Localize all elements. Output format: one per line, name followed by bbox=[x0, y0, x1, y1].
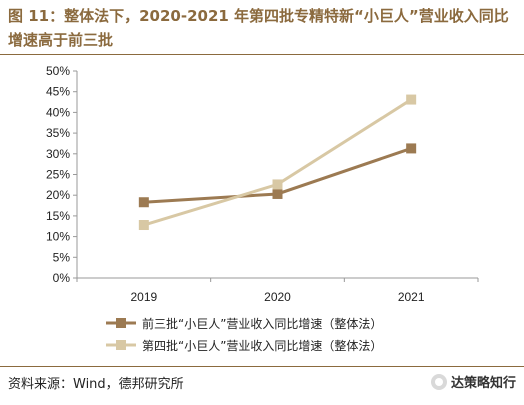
x-tick-label: 2019 bbox=[130, 290, 157, 304]
legend-marker-1 bbox=[116, 318, 126, 328]
series-2-point bbox=[406, 94, 417, 105]
y-tick-label: 5% bbox=[53, 250, 71, 264]
title-divider bbox=[0, 54, 524, 55]
legend-marker-2 bbox=[116, 340, 126, 350]
line-chart: 0% 5% 10% 15% 20% 25% 30% 35% 40% 45% 50% 2019 2020 2… bbox=[46, 64, 479, 353]
y-tick-label: 30% bbox=[46, 147, 70, 161]
legend-label-2: 第四批“小巨人”营业收入同比增速（整体法） bbox=[142, 338, 382, 353]
chart-title: 图 11：整体法下，2020-2021 年第四批专精特新“小巨人”营业收入同比增… bbox=[8, 7, 509, 49]
y-tick-label: 15% bbox=[46, 209, 70, 223]
legend-label-1: 前三批“小巨人”营业收入同比增速（整体法） bbox=[142, 316, 382, 331]
y-tick-label: 50% bbox=[46, 64, 70, 78]
y-tick-label: 45% bbox=[46, 85, 70, 99]
series-1-point bbox=[272, 188, 283, 199]
series-1-point bbox=[138, 197, 149, 208]
y-tick-label: 40% bbox=[46, 105, 70, 119]
series-2-point bbox=[272, 179, 283, 190]
series-1-point bbox=[406, 143, 417, 154]
source-divider bbox=[0, 366, 524, 367]
wechat-icon bbox=[430, 373, 447, 390]
y-tick-label: 25% bbox=[46, 168, 70, 182]
watermark-text: 达策略知行 bbox=[450, 376, 516, 391]
watermark: 达策略知行 bbox=[430, 372, 516, 391]
y-tick-label: 35% bbox=[46, 126, 70, 140]
source-note: 资料来源：Wind，德邦研究所 bbox=[8, 377, 184, 392]
y-tick-label: 0% bbox=[53, 271, 71, 285]
y-tick-label: 10% bbox=[46, 230, 70, 244]
x-tick-label: 2020 bbox=[264, 290, 291, 304]
y-tick-label: 20% bbox=[46, 188, 70, 202]
x-tick-label: 2021 bbox=[398, 290, 425, 304]
series-2-point bbox=[138, 220, 149, 231]
